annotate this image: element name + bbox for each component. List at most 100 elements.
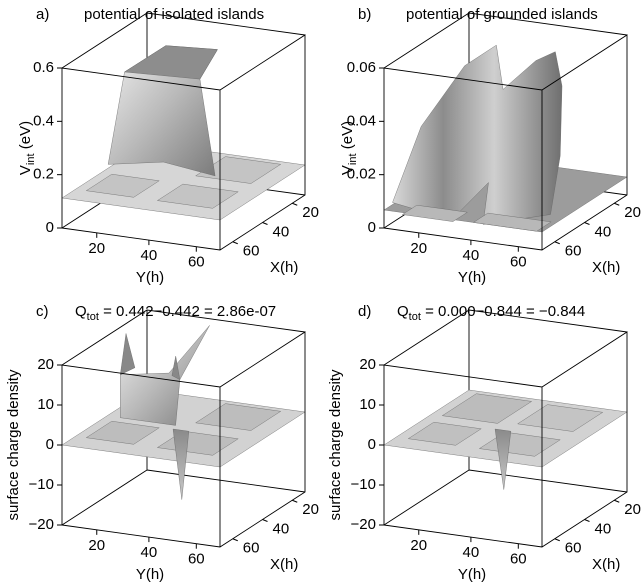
box-edge (61, 309, 306, 526)
y-axis-label: Y(h) (136, 566, 164, 583)
x-tick (614, 202, 620, 206)
y-tick-label: 40 (463, 544, 480, 561)
z-tick-label: −10 (29, 476, 54, 493)
z-axis-label: surface charge density (327, 369, 344, 520)
panel-title: Qtot = 0.000−0.844 = −0.844 (397, 303, 585, 323)
z-tick-label: 10 (37, 396, 54, 413)
x-axis-label: X(h) (592, 556, 620, 573)
surface (401, 204, 468, 222)
panel-label: d) (358, 303, 371, 320)
x-tick (292, 499, 298, 503)
y-tick-label: 20 (410, 240, 427, 257)
y-tick-label: 60 (510, 254, 527, 271)
y-tick-label: 60 (188, 254, 205, 271)
z-axis-label-sub: int (25, 153, 37, 165)
x-tick-label: 60 (565, 243, 582, 260)
x-tick-label: 40 (273, 223, 290, 240)
x-axis-label: X(h) (592, 259, 620, 276)
y-axis-label: Y(h) (458, 269, 486, 286)
x-tick (262, 222, 268, 225)
panel-label: a) (36, 6, 49, 23)
z-axis-label-sub: int (347, 153, 359, 165)
panel-title-sub: tot (409, 311, 421, 323)
surface (494, 428, 512, 490)
z-axis-label-rest: (eV) (339, 121, 356, 154)
x-tick-label: 60 (243, 243, 260, 260)
surface (392, 44, 563, 225)
surface (123, 45, 218, 80)
panel-title-sub: tot (87, 311, 99, 323)
z-tick-label: 20 (37, 356, 54, 373)
z-tick-label: 0 (46, 436, 54, 453)
box-edge (383, 309, 628, 526)
surface (120, 333, 136, 376)
x-tick-label: 40 (595, 223, 612, 240)
y-axis-label: Y(h) (458, 566, 486, 583)
panel-title-rest: = 0.000−0.844 = −0.844 (421, 303, 585, 320)
panel: b) potential of grounded islands 0 0.02 0.04… (339, 6, 641, 286)
z-tick-label: 0.02 (347, 166, 376, 183)
x-tick (262, 519, 268, 522)
z-tick-label: −10 (351, 476, 376, 493)
y-tick-label: 60 (188, 551, 205, 568)
z-tick-label: 0 (368, 436, 376, 453)
panel-title-main: Q (397, 303, 409, 320)
z-axis-label: Vint (eV) (339, 121, 359, 175)
surface (517, 404, 604, 432)
surface (195, 156, 282, 184)
z-tick-label: 0.04 (347, 112, 376, 129)
z-tick-label: 0.6 (33, 59, 54, 76)
surface (441, 393, 533, 424)
panel-title: potential of isolated islands (84, 6, 264, 23)
panel: d) Qtot = 0.000−0.844 = −0.844 −20 −10 0 10 20… (327, 303, 641, 583)
panel-title: Qtot = 0.442−0.442 = 2.86e-07 (75, 303, 276, 323)
surface (195, 403, 282, 431)
z-tick-label: 0.2 (33, 166, 54, 183)
z-tick-label: 0 (46, 219, 54, 236)
panel-title-rest: = 0.442−0.442 = 2.86e-07 (99, 303, 276, 320)
x-tick-label: 20 (302, 204, 319, 221)
surface (407, 421, 482, 446)
x-axis-label: X(h) (270, 556, 298, 573)
x-tick-label: 40 (273, 520, 290, 537)
x-tick-label: 60 (243, 540, 260, 557)
surface (85, 173, 160, 198)
y-tick-label: 40 (141, 544, 158, 561)
x-tick (554, 538, 560, 542)
y-tick-label: 40 (463, 247, 480, 264)
surface (171, 356, 181, 381)
x-tick-label: 40 (595, 520, 612, 537)
x-tick (554, 241, 560, 245)
panel-label: b) (358, 6, 371, 23)
surface (172, 428, 190, 500)
y-tick-label: 40 (141, 247, 158, 264)
z-tick-label: 0.06 (347, 59, 376, 76)
surface (85, 420, 160, 445)
x-tick (584, 519, 590, 522)
x-tick (232, 538, 238, 542)
y-tick-label: 20 (410, 537, 427, 554)
panel-title: potential of grounded islands (406, 6, 598, 23)
z-tick-label: 20 (359, 356, 376, 373)
y-axis-label: Y(h) (136, 269, 164, 286)
x-tick (292, 202, 298, 206)
y-tick-label: 20 (88, 537, 105, 554)
z-tick-label: −20 (351, 516, 376, 533)
panel: c) Qtot = 0.442−0.442 = 2.86e-07 −20 −10 0 10… (5, 303, 319, 583)
z-axis-label-main: V (339, 165, 356, 175)
z-tick-label: 10 (359, 396, 376, 413)
y-tick-label: 20 (88, 240, 105, 257)
z-tick-label: −20 (29, 516, 54, 533)
z-tick-label: 0.4 (33, 112, 54, 129)
panel-title-main: Q (75, 303, 87, 320)
z-axis-label-rest: (eV) (17, 121, 34, 154)
x-tick-label: 20 (624, 204, 641, 221)
surface (472, 212, 552, 232)
x-tick (232, 241, 238, 245)
x-tick (614, 499, 620, 503)
z-axis-label: surface charge density (5, 369, 22, 520)
y-tick-label: 60 (510, 551, 527, 568)
x-tick (584, 222, 590, 225)
x-tick-label: 60 (565, 540, 582, 557)
